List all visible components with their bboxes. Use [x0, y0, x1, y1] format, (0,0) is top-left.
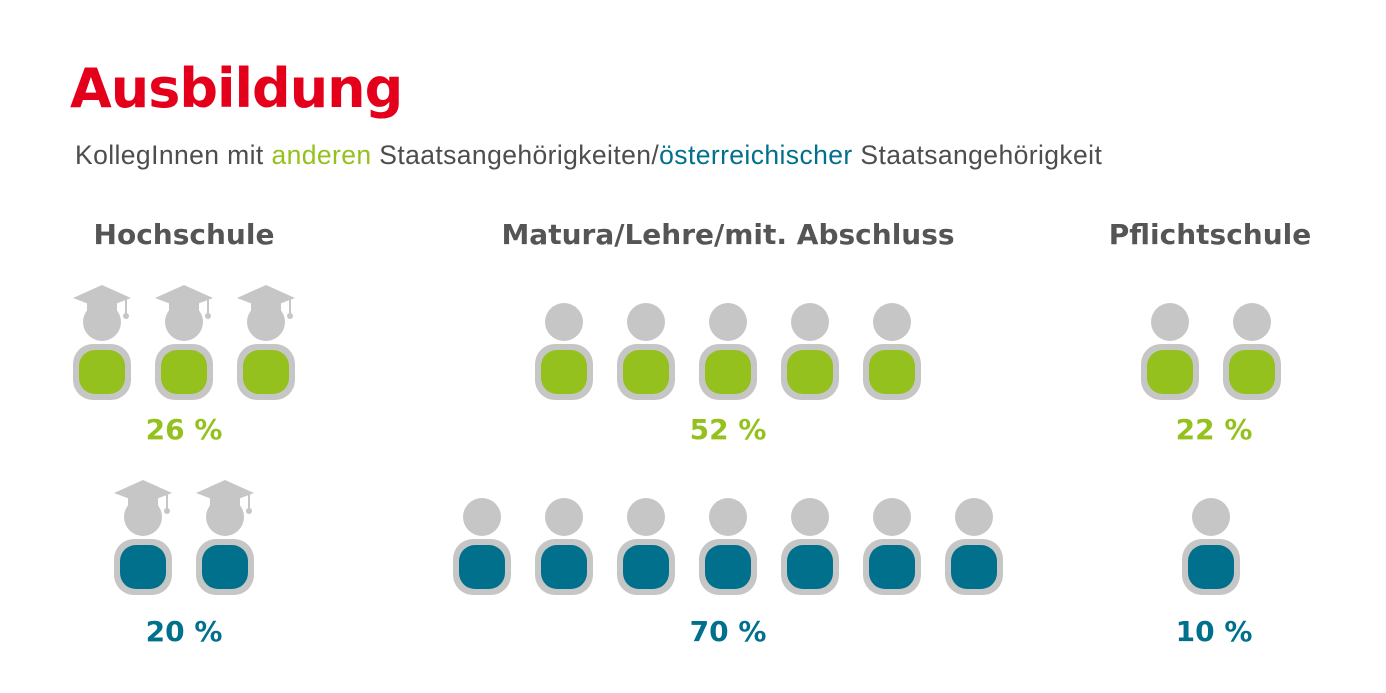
category-heading-pflichtschule: Pflichtschule: [1108, 218, 1312, 251]
value-label-pflichtschule-foreign: 22 %: [1175, 413, 1253, 446]
value-label-matura-foreign: 52 %: [689, 413, 767, 446]
graduate-icon-hochschule-austrian-1: [114, 480, 172, 595]
person-icon-pflichtschule-foreign-2: [1223, 303, 1281, 400]
person-icon-matura-austrian-5: [781, 498, 839, 595]
person-icon-matura-foreign-1: [535, 303, 593, 400]
person-icon-matura-foreign-5: [863, 303, 921, 400]
graduate-icon-hochschule-austrian-2: [196, 480, 254, 595]
person-icon-matura-foreign-3: [699, 303, 757, 400]
person-icon-matura-austrian-7: [945, 498, 1003, 595]
value-label-hochschule-foreign: 26 %: [145, 413, 223, 446]
graduate-icon-hochschule-foreign-3: [237, 285, 295, 400]
value-label-hochschule-austrian: 20 %: [145, 615, 223, 648]
person-icon-matura-austrian-1: [453, 498, 511, 595]
category-heading-hochschule: Hochschule: [93, 218, 275, 251]
person-icon-matura-austrian-3: [617, 498, 675, 595]
value-label-pflichtschule-austrian: 10 %: [1175, 615, 1253, 648]
subtitle-prefix: KollegInnen mit: [75, 140, 272, 170]
person-icon-matura-foreign-4: [781, 303, 839, 400]
person-icon-matura-austrian-2: [535, 498, 593, 595]
person-icon-matura-austrian-6: [863, 498, 921, 595]
page-title: Ausbildung: [70, 57, 403, 120]
person-icon-pflichtschule-foreign-1: [1141, 303, 1199, 400]
person-icon-matura-foreign-2: [617, 303, 675, 400]
subtitle: KollegInnen mit anderen Staatsangehörigk…: [75, 140, 1102, 171]
subtitle-austrian-label: österreichischer: [659, 140, 853, 170]
value-label-matura-austrian: 70 %: [689, 615, 767, 648]
category-heading-matura: Matura/Lehre/mit. Abschluss: [501, 218, 955, 251]
subtitle-suffix: Staatsangehörigkeit: [852, 140, 1103, 170]
person-icon-pflichtschule-austrian-1: [1182, 498, 1240, 595]
person-icon-matura-austrian-4: [699, 498, 757, 595]
subtitle-middle: Staatsangehörigkeiten/: [371, 140, 660, 170]
graduate-icon-hochschule-foreign-1: [73, 285, 131, 400]
subtitle-foreign-label: anderen: [271, 140, 372, 170]
graduate-icon-hochschule-foreign-2: [155, 285, 213, 400]
